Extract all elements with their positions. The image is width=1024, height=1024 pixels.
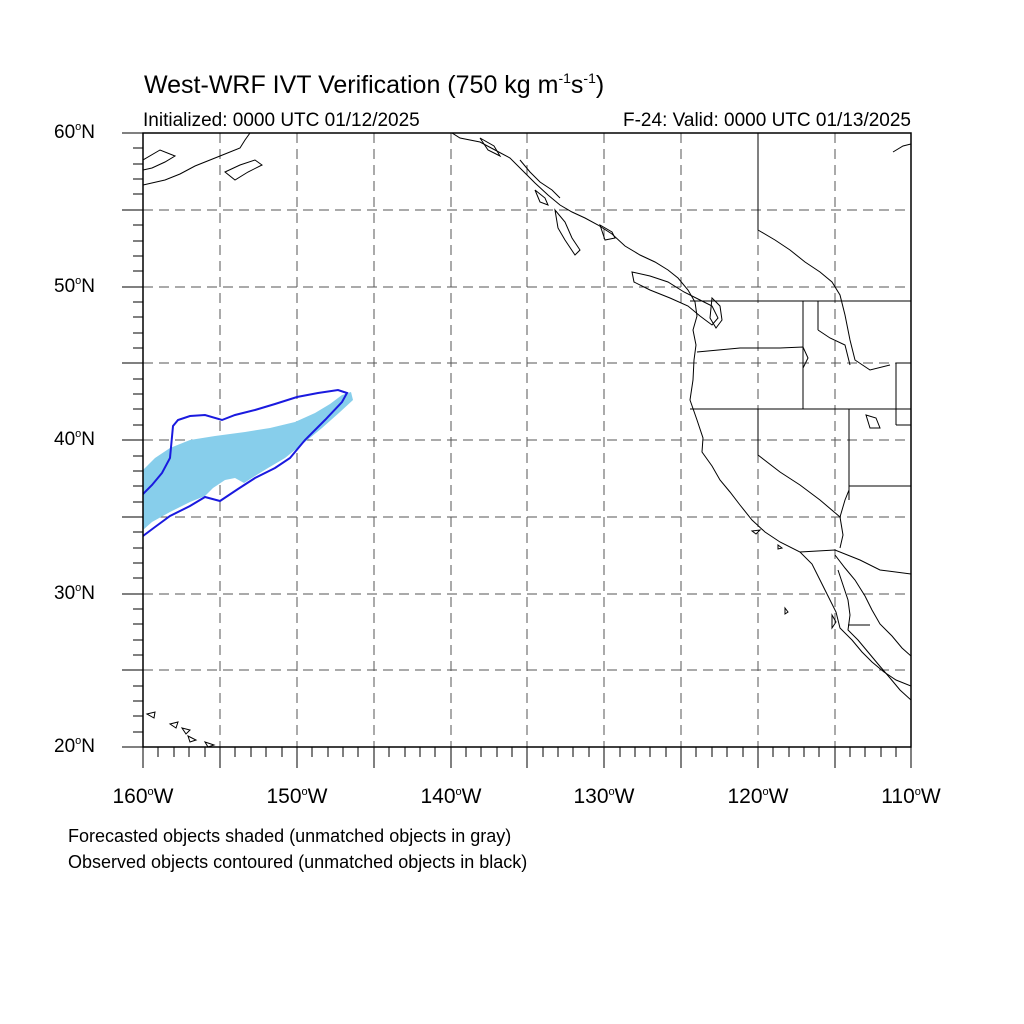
axis-ticks bbox=[122, 132, 912, 768]
title-exponent-2: -1 bbox=[583, 70, 596, 86]
observed-ivt-contour bbox=[143, 388, 349, 537]
lon-label-150w: 150oW bbox=[266, 785, 328, 808]
political-borders bbox=[690, 133, 911, 626]
lat-label-50: 50oN bbox=[54, 275, 95, 297]
lat-label-40: 40oN bbox=[54, 428, 95, 450]
lon-label-160w: 160oW bbox=[112, 785, 174, 808]
title-end: ) bbox=[595, 71, 605, 99]
lon-label-130w: 130oW bbox=[573, 785, 635, 808]
title-main: West-WRF IVT Verification (750 kg m bbox=[144, 71, 559, 99]
legend-note-observed: Observed objects contoured (unmatched ob… bbox=[68, 852, 528, 872]
lat-label-20: 20oN bbox=[54, 735, 95, 757]
chart-title: West-WRF IVT Verification (750 kg m-1s-1… bbox=[144, 70, 604, 100]
title-exponent-1: -1 bbox=[558, 70, 571, 86]
lat-label-60: 60oN bbox=[54, 121, 95, 143]
lat-label-30: 30oN bbox=[54, 582, 95, 604]
initialized-time: Initialized: 0000 UTC 01/12/2025 bbox=[143, 110, 420, 131]
lon-label-140w: 140oW bbox=[420, 785, 482, 808]
title-mid: s bbox=[570, 71, 584, 99]
lon-label-110w: 110oW bbox=[881, 785, 941, 808]
coastlines bbox=[143, 133, 911, 747]
forecast-ivt-object bbox=[143, 392, 353, 530]
legend-note-forecast: Forecasted objects shaded (unmatched obj… bbox=[68, 826, 512, 846]
lon-label-120w: 120oW bbox=[727, 785, 789, 808]
valid-time: F-24: Valid: 0000 UTC 01/13/2025 bbox=[623, 110, 911, 131]
